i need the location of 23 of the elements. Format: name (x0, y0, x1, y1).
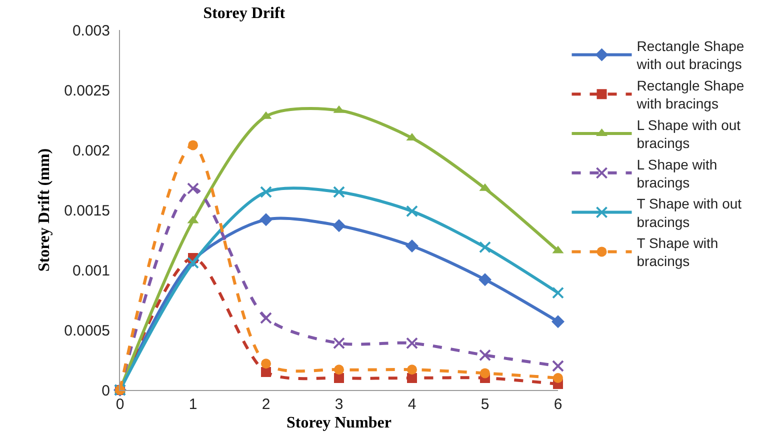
legend-label: L Shape with bracings (636, 156, 718, 190)
x-tick-label: 1 (188, 396, 198, 413)
x-tick-label: 6 (554, 396, 562, 413)
x-tick-label: 3 (334, 396, 344, 413)
y-tick-label: 0.0015 (64, 202, 110, 220)
x-tick-label: 0 (116, 396, 124, 413)
y-tick-label: 0.001 (72, 262, 110, 280)
legend-label: L Shape with out bracings (636, 116, 741, 152)
legend-label: Rectangle Shape with bracings (636, 77, 744, 112)
chart-title: Storey Drift (203, 4, 286, 22)
x-axis-title: Storey Number (286, 414, 392, 432)
legend-label: Rectangle Shape with out bracings (636, 38, 744, 72)
x-tick-label: 4 (408, 396, 416, 413)
x-tick-label: 5 (480, 396, 490, 413)
legend-label: T Shape with bracings (636, 235, 718, 270)
x-tick-label: 2 (262, 396, 270, 413)
y-tick-label: 0.0005 (64, 322, 110, 340)
y-tick-label: 0 (102, 382, 110, 400)
legend-label: T Shape with out bracings (636, 196, 742, 230)
y-tick-label: 0.002 (72, 142, 110, 160)
y-axis-title: Storey Drift (mm) (36, 148, 54, 272)
y-tick-label: 0.0025 (64, 82, 110, 100)
y-tick-label: 0.003 (72, 22, 110, 40)
